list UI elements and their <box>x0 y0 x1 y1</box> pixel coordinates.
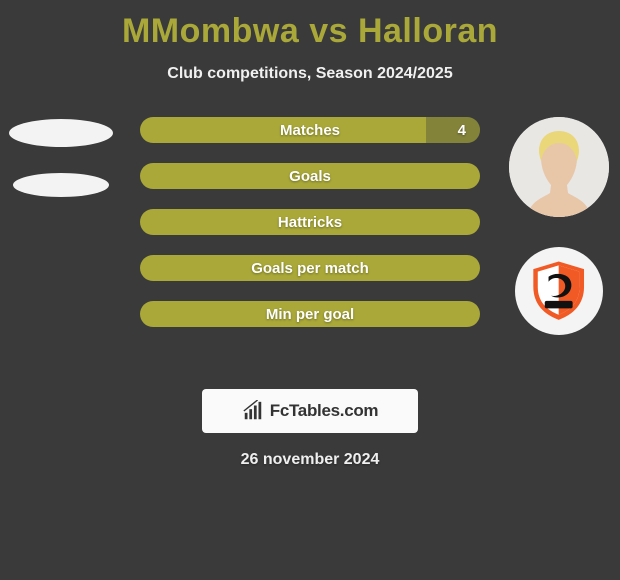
player-left-column <box>2 117 120 197</box>
comparison-area: Matches 4 Goals Hattricks Goals per matc… <box>0 117 620 367</box>
chart-icon <box>242 400 264 422</box>
date-line: 26 november 2024 <box>0 451 620 469</box>
stat-label: Goals per match <box>251 260 369 277</box>
player-avatar-icon <box>509 117 609 217</box>
player-left-club-placeholder <box>13 173 109 197</box>
player-right-club-badge <box>515 247 603 335</box>
stat-bars: Matches 4 Goals Hattricks Goals per matc… <box>140 117 480 327</box>
stat-label: Hattricks <box>278 214 342 231</box>
stat-bar-right-fill <box>426 117 480 143</box>
stat-bar-matches: Matches 4 <box>140 117 480 143</box>
player-left-avatar-placeholder <box>9 119 113 147</box>
stat-label: Matches <box>280 122 340 139</box>
stat-bar-goals-per-match: Goals per match <box>140 255 480 281</box>
subtitle: Club competitions, Season 2024/2025 <box>0 65 620 83</box>
player-right-column <box>500 117 618 335</box>
club-badge-icon <box>527 259 590 322</box>
stat-bar-goals: Goals <box>140 163 480 189</box>
brand-text: FcTables.com <box>270 401 379 421</box>
stat-value-right: 4 <box>458 122 466 139</box>
stat-label: Goals <box>289 168 331 185</box>
stat-bar-hattricks: Hattricks <box>140 209 480 235</box>
page-title: MMombwa vs Halloran <box>0 0 620 51</box>
stat-bar-min-per-goal: Min per goal <box>140 301 480 327</box>
brand-badge: FcTables.com <box>202 389 418 433</box>
player-right-avatar <box>509 117 609 217</box>
stat-label: Min per goal <box>266 306 354 323</box>
